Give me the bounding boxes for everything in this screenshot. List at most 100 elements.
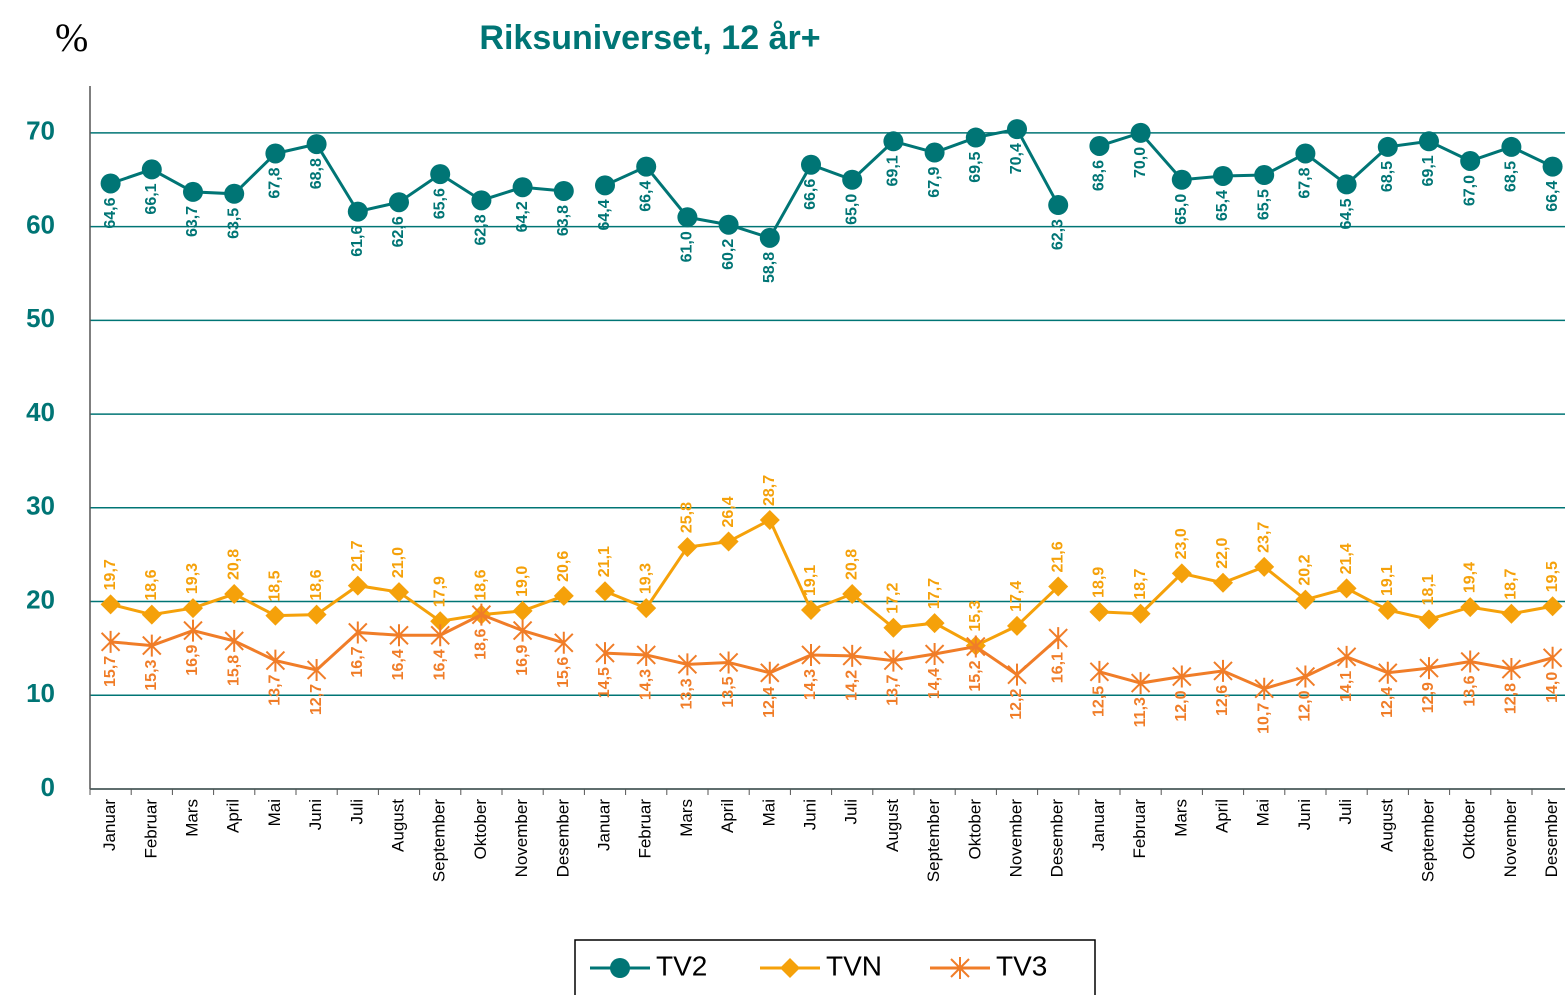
data-label: 16,9 — [184, 644, 201, 675]
data-label: 23,0 — [1173, 528, 1190, 559]
data-label: 15,7 — [102, 656, 119, 687]
data-label: 64,5 — [1338, 198, 1355, 229]
x-tick-label: Oktober — [471, 799, 490, 860]
data-label: 21,4 — [1338, 543, 1355, 574]
point — [1130, 122, 1151, 143]
point — [224, 629, 244, 652]
point — [224, 584, 245, 605]
point — [430, 624, 450, 647]
data-label: 64,4 — [596, 199, 613, 230]
point — [1172, 665, 1192, 688]
data-label: 17,9 — [431, 576, 448, 607]
data-label: 58,8 — [761, 252, 778, 283]
data-label: 68,5 — [1379, 161, 1396, 192]
data-label: 12,6 — [1214, 685, 1231, 716]
point — [1460, 650, 1480, 673]
point — [100, 630, 121, 653]
series-line — [110, 584, 565, 623]
data-label: 12,0 — [1297, 690, 1314, 721]
data-label: 63,8 — [555, 205, 572, 236]
data-label: 14,4 — [926, 668, 943, 699]
data-label: 10,7 — [1255, 703, 1272, 734]
data-label: 70,0 — [1132, 147, 1149, 178]
x-tick-label: Juli — [347, 799, 366, 825]
point — [1130, 603, 1151, 624]
data-label: 16,4 — [431, 649, 448, 680]
data-label: 12,5 — [1091, 686, 1108, 717]
point — [801, 154, 821, 175]
point — [883, 649, 904, 672]
point — [1501, 658, 1522, 681]
point — [801, 599, 821, 620]
point — [1048, 195, 1069, 216]
point — [1007, 119, 1027, 140]
point — [347, 201, 368, 222]
data-label: 18,9 — [1091, 567, 1108, 598]
data-label: 19,1 — [1379, 565, 1396, 596]
data-label: 18,6 — [473, 629, 490, 660]
point — [1130, 672, 1151, 695]
data-label: 17,2 — [885, 583, 902, 614]
point — [636, 156, 657, 177]
data-label: 21,1 — [596, 546, 613, 577]
series-line — [604, 517, 1060, 648]
data-label: 65,0 — [1173, 194, 1190, 225]
point — [1213, 165, 1233, 186]
x-tick-label: Desember — [553, 799, 572, 878]
point — [718, 214, 739, 235]
data-label: 23,7 — [1255, 522, 1272, 553]
data-label: 13,5 — [720, 676, 737, 707]
data-label: 13,7 — [267, 674, 284, 705]
point — [924, 613, 945, 634]
data-label: 67,8 — [267, 167, 284, 198]
data-label: 13,3 — [679, 678, 696, 709]
point — [389, 192, 409, 213]
point — [883, 617, 904, 638]
data-label: 64,6 — [102, 197, 119, 228]
point — [183, 181, 203, 202]
data-label: 11,3 — [1132, 697, 1149, 727]
point — [842, 169, 863, 190]
data-label: 60,2 — [720, 239, 737, 270]
data-label: 66,4 — [1544, 181, 1561, 212]
point — [100, 594, 121, 615]
x-tick-label: September — [430, 799, 449, 882]
point — [759, 227, 780, 248]
point — [677, 207, 698, 228]
chart-title: Riksuniverset, 12 år+ — [479, 19, 820, 57]
x-tick-label: Mai — [265, 799, 284, 826]
data-label: 20,6 — [555, 551, 572, 582]
data-label: 17,7 — [926, 578, 943, 609]
point — [389, 582, 409, 603]
point — [1460, 597, 1481, 618]
y-axis-label: % — [55, 15, 88, 60]
point — [801, 643, 821, 666]
point — [1460, 150, 1481, 171]
data-label: 70,4 — [1008, 143, 1025, 174]
data-label: 16,1 — [1049, 652, 1066, 683]
point — [389, 624, 409, 647]
x-tick-label: April — [224, 799, 243, 833]
series-line — [110, 142, 564, 214]
data-label: 21,0 — [390, 547, 407, 578]
point — [141, 159, 162, 180]
data-label: 65,6 — [431, 188, 448, 219]
data-label: 66,6 — [802, 179, 819, 210]
x-tick-label: April — [718, 799, 737, 833]
series-line — [604, 127, 1060, 240]
point — [780, 958, 800, 978]
point — [1377, 599, 1398, 620]
data-label: 66,4 — [637, 181, 654, 212]
x-tick-label: Oktober — [1460, 799, 1479, 860]
legend — [574, 939, 1096, 995]
data-label: 25,8 — [679, 502, 696, 533]
data-label: 61,6 — [349, 226, 366, 257]
point — [347, 575, 368, 596]
data-label: 15,2 — [967, 660, 984, 691]
data-label: 66,1 — [143, 183, 160, 214]
point — [141, 604, 162, 625]
point — [966, 635, 986, 658]
point — [306, 604, 327, 625]
data-label: 68,6 — [1091, 160, 1108, 191]
